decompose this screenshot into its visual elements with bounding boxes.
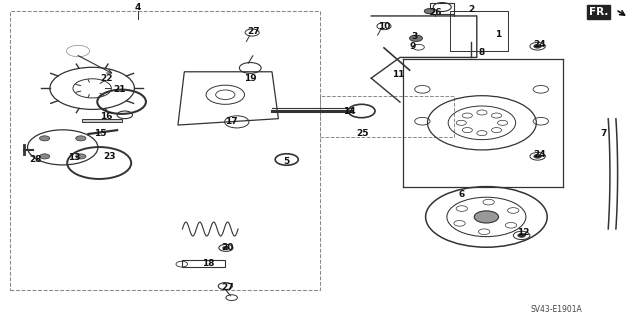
Text: 27: 27 bbox=[247, 27, 260, 36]
Circle shape bbox=[424, 9, 435, 14]
Circle shape bbox=[410, 35, 422, 41]
Text: 26: 26 bbox=[429, 8, 442, 17]
Circle shape bbox=[76, 136, 86, 141]
Circle shape bbox=[534, 44, 541, 48]
Bar bbox=[320, 96, 454, 137]
Text: 18: 18 bbox=[202, 259, 215, 268]
Text: 6: 6 bbox=[459, 190, 465, 199]
Text: 20: 20 bbox=[221, 243, 234, 252]
Text: 3: 3 bbox=[412, 32, 418, 41]
Text: 8: 8 bbox=[478, 48, 484, 57]
Bar bbox=[430, 3, 454, 14]
Bar bbox=[10, 11, 320, 290]
Text: 11: 11 bbox=[392, 70, 404, 79]
Bar bbox=[82, 119, 122, 122]
Text: 15: 15 bbox=[93, 130, 106, 138]
Text: 17: 17 bbox=[225, 117, 237, 126]
Text: 9: 9 bbox=[410, 42, 416, 51]
Circle shape bbox=[76, 154, 86, 159]
Text: 13: 13 bbox=[68, 153, 81, 162]
Text: 14: 14 bbox=[343, 107, 356, 115]
Circle shape bbox=[223, 246, 229, 249]
Text: 12: 12 bbox=[517, 228, 530, 237]
Text: 5: 5 bbox=[284, 157, 290, 166]
Text: 1: 1 bbox=[495, 30, 501, 39]
Text: 21: 21 bbox=[113, 85, 125, 94]
Circle shape bbox=[534, 154, 541, 158]
Circle shape bbox=[40, 136, 50, 141]
Text: 24: 24 bbox=[533, 40, 546, 49]
Text: 2: 2 bbox=[468, 5, 475, 14]
Text: 19: 19 bbox=[244, 74, 257, 83]
Text: 23: 23 bbox=[103, 152, 116, 161]
Circle shape bbox=[474, 211, 499, 223]
Text: 16: 16 bbox=[100, 112, 113, 121]
Text: 27: 27 bbox=[221, 283, 234, 292]
Circle shape bbox=[40, 154, 50, 159]
Text: 7: 7 bbox=[600, 130, 607, 138]
Text: FR.: FR. bbox=[589, 7, 608, 17]
Bar bbox=[182, 260, 225, 267]
Text: 10: 10 bbox=[378, 22, 391, 31]
Text: 4: 4 bbox=[134, 4, 141, 12]
Circle shape bbox=[518, 234, 525, 237]
Text: 22: 22 bbox=[100, 74, 113, 83]
Text: 25: 25 bbox=[356, 130, 369, 138]
Text: 24: 24 bbox=[533, 150, 546, 159]
Text: 28: 28 bbox=[29, 155, 42, 164]
Text: SV43-E1901A: SV43-E1901A bbox=[531, 305, 582, 314]
